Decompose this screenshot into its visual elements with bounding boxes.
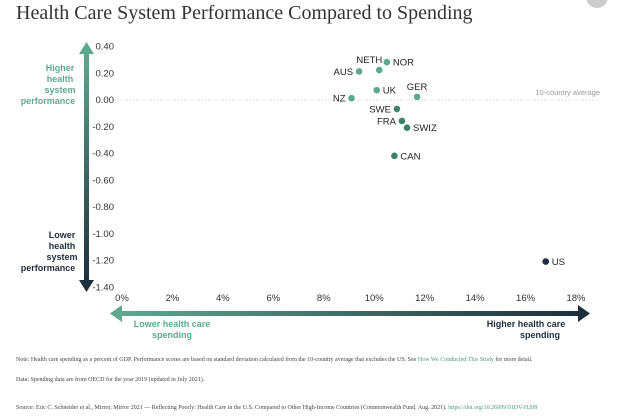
x-axis-arrow — [110, 305, 590, 322]
x-tick-label: 14% — [466, 293, 486, 304]
x-tick-label: 16% — [516, 293, 536, 304]
data-point-nor — [383, 58, 391, 66]
data-label-ger: GER — [407, 82, 428, 93]
note: Note: Health care spending as a percent … — [16, 357, 532, 363]
x-tick-label: 4% — [216, 293, 230, 304]
y-axis-top-label: Higher health system performance — [21, 63, 76, 106]
corner-button[interactable] — [586, 0, 608, 8]
data-label-nz: NZ — [333, 94, 346, 105]
methodology-link[interactable]: How We Conducted This Study — [417, 357, 494, 363]
data-label-swiz: SWIZ — [413, 123, 437, 134]
data-point-aus — [355, 68, 363, 75]
doi-link[interactable]: https://doi.org/10.26099/01DV-H208 — [448, 405, 538, 411]
data-point-uk — [373, 86, 381, 94]
y-axis-bottom-label: Lower health system performance — [21, 230, 78, 273]
note-text: Note: Health care spending as a percent … — [16, 357, 418, 363]
x-axis-right-label: Higher health care spending — [487, 319, 566, 340]
data-point-fra — [398, 117, 406, 125]
x-tick-label: 18% — [566, 293, 586, 304]
data-point-swiz — [403, 124, 411, 131]
data-label-aus: AUS — [334, 67, 354, 78]
data-label-swe: SWE — [369, 104, 391, 115]
y-tick-label: -0.40 — [92, 149, 114, 160]
x-tick-label: 2% — [166, 293, 180, 304]
data-label-us: US — [552, 257, 565, 268]
source-note: Source: Eric C. Schneider et al., Mirror… — [16, 405, 537, 411]
data-point-neth — [375, 66, 383, 74]
data-label-neth: NETH — [356, 55, 382, 66]
x-tick-label: 0% — [115, 293, 129, 304]
data-label-fra: FRA — [377, 116, 397, 127]
y-tick-label: 0.20 — [96, 68, 115, 79]
y-tick-label: -0.60 — [92, 175, 114, 186]
data-note: Data: Spending data are from OECD for th… — [16, 377, 205, 383]
data-label-can: CAN — [400, 151, 420, 162]
y-tick-label: -1.40 — [92, 283, 114, 294]
data-point-can — [391, 152, 398, 160]
y-tick-label: -1.20 — [92, 256, 114, 267]
x-tick-label: 6% — [266, 293, 280, 304]
x-axis-left-label: Lower health care spending — [134, 319, 211, 340]
y-tick-label: -0.20 — [92, 122, 114, 133]
x-tick-label: 12% — [415, 293, 435, 304]
x-tick-label: 8% — [317, 293, 331, 304]
data-label-uk: UK — [383, 86, 397, 97]
y-tick-label: 0.40 — [96, 42, 115, 53]
data-point-us — [542, 258, 550, 265]
reference-line-label: 10-country average — [535, 88, 600, 97]
note-end: for more detail. — [493, 357, 533, 363]
source-text: Source: Eric C. Schneider et al., Mirror… — [16, 405, 447, 411]
x-tick-label: 10% — [365, 293, 385, 304]
y-axis-arrow — [79, 42, 94, 292]
chart-title: Health Care System Performance Compared … — [16, 2, 473, 24]
data-label-nor: NOR — [393, 58, 414, 69]
y-tick-label: 0.00 — [96, 95, 115, 106]
scatter-chart: Higher health system performance Lower healt… — [21, 42, 600, 340]
data-point-nz — [348, 94, 355, 102]
y-tick-label: -0.80 — [92, 202, 114, 213]
data-point-swe — [393, 105, 401, 113]
data-point-ger — [413, 93, 421, 101]
y-tick-label: -1.00 — [92, 229, 114, 240]
